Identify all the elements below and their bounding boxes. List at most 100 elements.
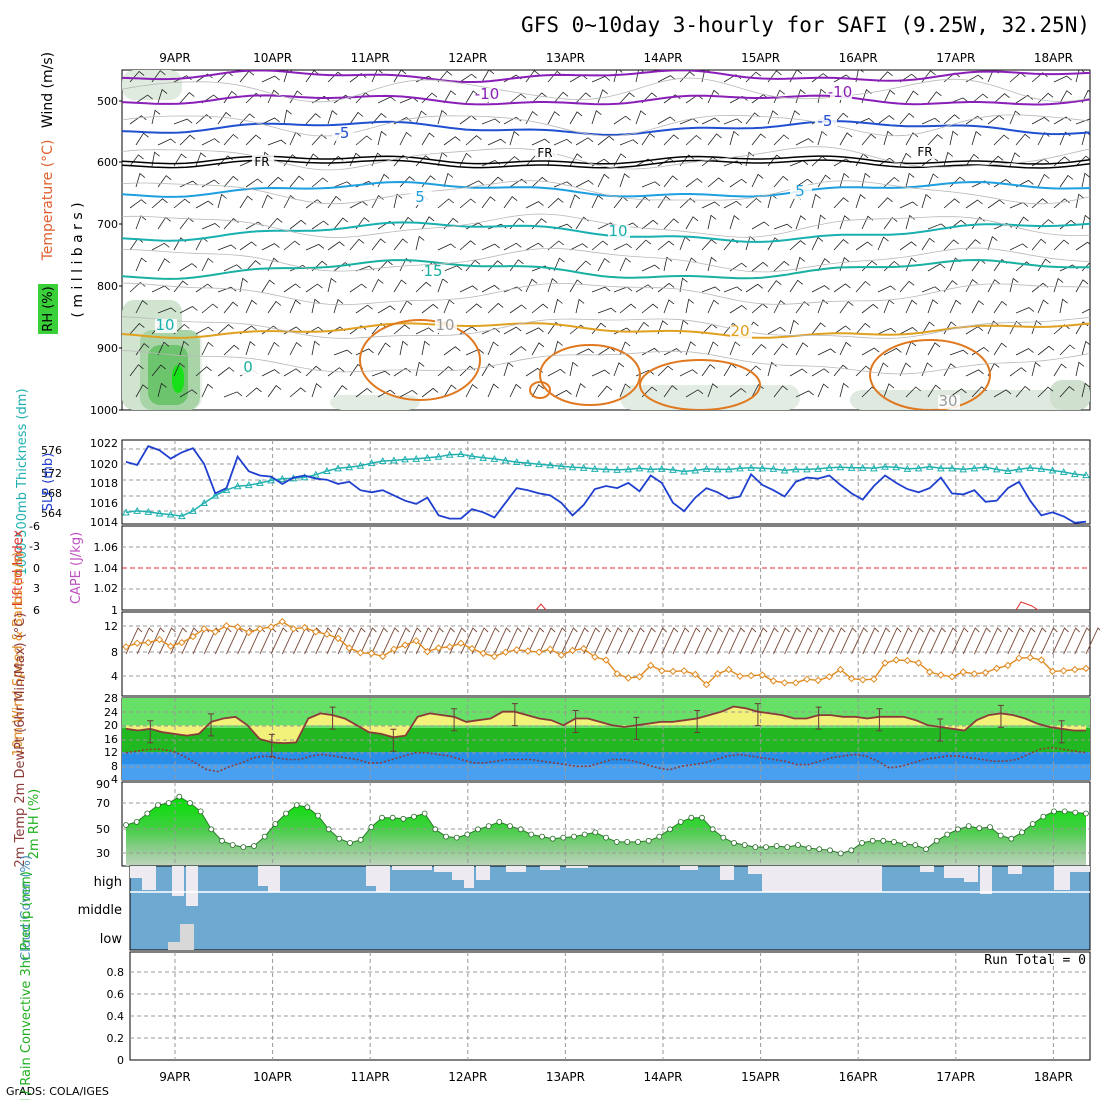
temp-minmax-bar (390, 728, 397, 752)
wind-barb (641, 264, 660, 272)
wind-barb (723, 118, 743, 125)
wind10m-barb (426, 627, 444, 655)
wind-barb (503, 286, 523, 293)
temp-minmax-bar (451, 708, 458, 732)
wind-barb (751, 383, 764, 398)
high-cloud-gap (1054, 866, 1070, 890)
rh2m-point (709, 826, 716, 833)
wind-barb (311, 95, 330, 104)
thickness-point (278, 474, 287, 482)
wind-barb (811, 236, 824, 251)
temp-minmax-bar (572, 710, 579, 733)
wind-barb (729, 387, 747, 398)
rh-contour (122, 180, 1090, 205)
wind-barb (965, 153, 980, 167)
wind-speed-point (233, 623, 242, 631)
warm-contour-loop (539, 344, 641, 406)
wind-barb (877, 157, 895, 167)
high-cloud-gap (920, 866, 934, 872)
cape-label: CAPE (J/kg) (69, 532, 84, 604)
thickness-slp-frame (121, 439, 1091, 525)
wind-barb (663, 175, 678, 188)
wind-barb (833, 325, 851, 335)
wind-barb (267, 385, 282, 398)
thickness-point (613, 465, 622, 473)
wind-barb (663, 385, 678, 398)
wind-barb (569, 243, 588, 251)
temp-minmax-bar (694, 710, 701, 733)
wind-barb (569, 279, 583, 293)
wind-barb (437, 243, 456, 251)
cloud-level-label: low (100, 932, 123, 947)
thickness-point (412, 454, 421, 462)
wind-barb (861, 347, 880, 356)
slp-tick: 1016 (90, 497, 118, 510)
temp2m-tick: 4 (111, 773, 118, 786)
wind-barb (817, 130, 828, 146)
wind-barb (701, 239, 717, 251)
wind-speed-point (1015, 654, 1023, 662)
bottom-day-label: 16APR (839, 1070, 878, 1084)
wind-barb (201, 223, 221, 230)
thickness-point (155, 509, 164, 517)
rh2m-point (293, 802, 300, 808)
rh2m-point (645, 837, 652, 844)
wind-barb (553, 181, 573, 188)
contour-label: -5 (335, 124, 350, 142)
rh2m-point (517, 826, 524, 833)
wind-barb (575, 298, 585, 314)
rh2m-point (816, 846, 823, 853)
plus5-contour (122, 180, 1090, 198)
wind10m-barb (393, 627, 411, 655)
wind-barb (789, 319, 799, 335)
wind-barb (349, 238, 365, 251)
wind-barb (459, 73, 477, 83)
top-day-label: 14APR (643, 51, 682, 65)
wind-speed-point (312, 628, 320, 636)
wind-barb (927, 223, 947, 230)
wind-barb (289, 175, 305, 188)
wind-speed-point (926, 668, 934, 676)
wind-barb (1053, 277, 1064, 293)
top-day-label: 18APR (1034, 51, 1073, 65)
wind-barb (217, 324, 234, 335)
wind-barb (789, 240, 806, 251)
temp-minmax-bar (937, 718, 944, 742)
wind-barb (173, 280, 189, 293)
wind10m-barb (951, 627, 969, 655)
wind-barb (597, 257, 610, 272)
wind-barb (305, 243, 325, 251)
wind-barb (657, 75, 676, 83)
wind-speed-point (713, 670, 722, 678)
wind-speed-point (691, 670, 700, 679)
wind-barb (679, 154, 694, 167)
wind10m-barb (639, 627, 656, 655)
thickness-point (1059, 467, 1068, 476)
wind-barb (333, 181, 353, 188)
thickness-point (1070, 470, 1079, 478)
wind-speed-point (401, 641, 409, 649)
rh2m-point (571, 833, 577, 840)
wind-barb (927, 299, 939, 314)
wind-speed-point (836, 665, 845, 674)
contour-label: FR (537, 146, 552, 160)
thickness-point (579, 463, 588, 471)
rh2m-point (933, 837, 940, 844)
wind-barb (239, 195, 253, 209)
cape-li-panel: -6 -3 0 3 6 1.06 1.04 1.02 1 Lifted Index CAPE (… (11, 520, 1091, 617)
wind-speed-point (512, 646, 521, 654)
rh2m-point (272, 821, 279, 827)
wind-barb (767, 326, 786, 335)
wind-barb (1059, 174, 1074, 188)
rh-contour (122, 247, 1090, 273)
rh-contour (122, 77, 1090, 103)
wind-barb (1081, 130, 1090, 146)
rh2m-point (848, 847, 855, 854)
thickness-point (981, 463, 990, 471)
high-cloud-gap (376, 866, 390, 892)
wind-barb (465, 180, 484, 188)
rh2m-point (987, 824, 993, 830)
wind-speed-point (747, 671, 755, 680)
thickness-point (233, 482, 242, 490)
wind10m-barb (940, 627, 958, 655)
